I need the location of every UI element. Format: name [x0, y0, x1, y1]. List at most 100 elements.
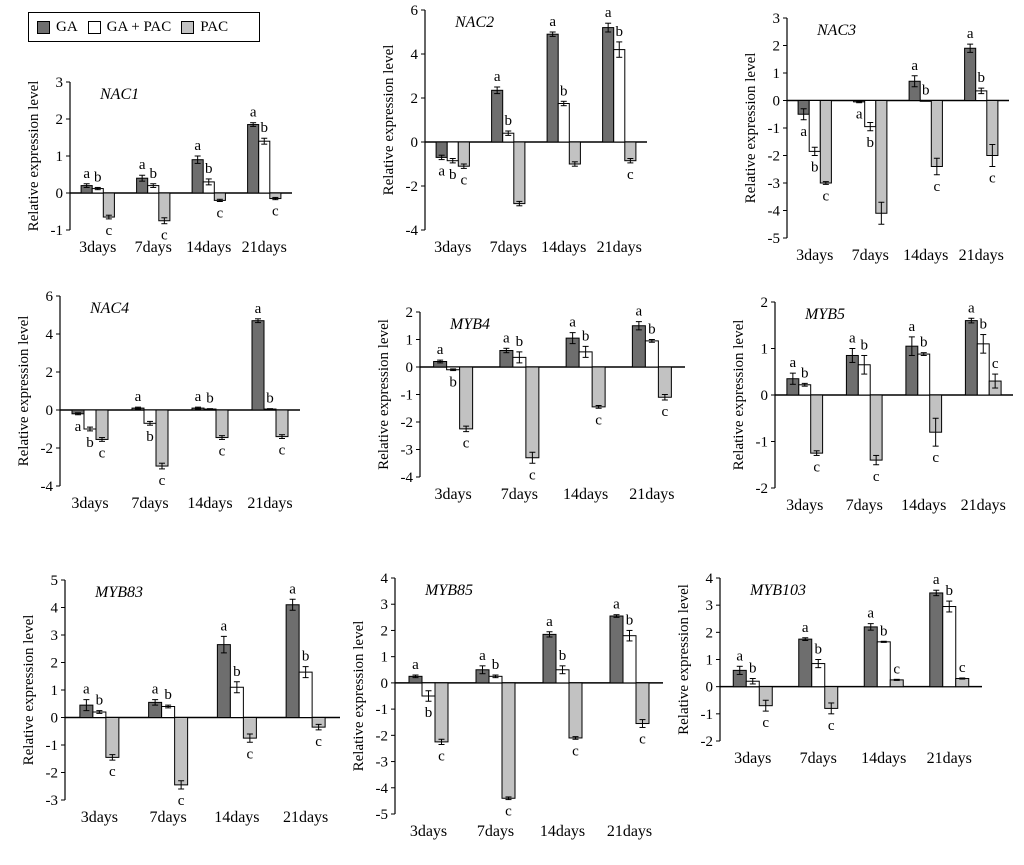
- significance-letter: c: [762, 715, 769, 731]
- significance-letter: c: [529, 467, 536, 483]
- y-tick-label: 2: [773, 39, 781, 55]
- significance-letter: a: [933, 572, 940, 588]
- significance-letter: c: [828, 718, 835, 734]
- significance-letter: b: [146, 429, 154, 445]
- y-tick-label: 6: [46, 289, 54, 305]
- bar-pac-7days: [174, 717, 189, 786]
- significance-letter: a: [967, 26, 974, 42]
- bar-ga-14days: [542, 633, 557, 684]
- significance-letter: b: [978, 70, 986, 86]
- bar-ga-pac-3days: [446, 141, 459, 162]
- bar-ga-pac-14days: [557, 103, 570, 143]
- bar-ga-21days: [247, 124, 260, 194]
- significance-letter: b: [449, 167, 457, 183]
- y-tick-label: 3: [706, 598, 714, 614]
- significance-letter: b: [648, 322, 656, 338]
- x-tick-label: 7days: [149, 809, 186, 826]
- significance-letter: b: [582, 328, 590, 344]
- y-tick-label: -1: [401, 388, 414, 404]
- x-tick-label: 21days: [927, 750, 972, 767]
- significance-letter: c: [438, 749, 445, 765]
- y-tick-label: -4: [376, 781, 389, 797]
- y-tick-label: 2: [411, 91, 419, 107]
- significance-letter: b: [233, 664, 241, 680]
- y-tick-label: -3: [46, 793, 59, 809]
- y-tick-label: -2: [406, 179, 419, 195]
- x-tick-label: 21days: [283, 809, 328, 826]
- y-tick-label: -2: [401, 415, 414, 431]
- chart-myb4: -4 -3 -2 -1 0 1 2 Relative expression level MYB4…: [376, 304, 685, 503]
- x-tick-label: 21days: [597, 239, 642, 256]
- chart-title: MYB4: [449, 316, 490, 333]
- x-tick-label: 14days: [861, 750, 906, 767]
- legend-item-pac: PAC: [181, 19, 228, 36]
- significance-letter: b: [559, 648, 567, 664]
- y-axis-label: Relative expression level: [26, 81, 42, 232]
- significance-letter: c: [989, 171, 996, 187]
- significance-letter: a: [139, 157, 146, 173]
- bar-ga-21days: [251, 320, 265, 411]
- y-tick-label: 5: [51, 573, 59, 589]
- bar-pac-3days: [819, 100, 832, 184]
- x-tick-label: 7days: [501, 486, 538, 503]
- significance-letter: a: [437, 342, 444, 358]
- y-tick-label: -1: [701, 707, 714, 723]
- bar-pac-3days: [434, 682, 449, 743]
- bar-pac-21days: [657, 366, 672, 398]
- bar-pac-3days: [459, 366, 474, 430]
- significance-letter: c: [279, 443, 286, 459]
- significance-letter: c: [106, 223, 113, 239]
- significance-letter: c: [219, 443, 226, 459]
- y-tick-label: 0: [406, 360, 414, 376]
- y-tick-label: 0: [773, 94, 781, 110]
- significance-letter: a: [135, 389, 142, 405]
- significance-letter: a: [613, 597, 620, 613]
- legend-item-ga: GA: [37, 19, 78, 36]
- legend-label-ga: GA: [56, 18, 78, 35]
- significance-letter: a: [849, 331, 856, 347]
- bar-ga-21days: [609, 615, 624, 684]
- bar-ga-pac-3days: [83, 409, 97, 430]
- significance-letter: b: [616, 24, 624, 40]
- significance-letter: a: [479, 648, 486, 664]
- y-tick-label: 0: [46, 403, 54, 419]
- bar-ga-21days: [602, 27, 615, 143]
- significance-letter: c: [932, 450, 939, 466]
- y-tick-label: 2: [706, 625, 714, 641]
- x-tick-label: 7days: [477, 823, 514, 840]
- bar-ga-pac-21days: [942, 606, 957, 688]
- significance-letter: a: [968, 300, 975, 316]
- y-tick-label: 0: [761, 388, 769, 404]
- legend-label-pac: PAC: [200, 18, 229, 35]
- significance-letter: a: [503, 330, 510, 346]
- significance-letter: a: [494, 69, 501, 85]
- significance-letter: c: [217, 206, 224, 222]
- bar-ga-21days: [631, 325, 646, 368]
- x-tick-label: 7days: [800, 750, 837, 767]
- bar-pac-21days: [635, 682, 650, 725]
- y-tick-label: 1: [381, 650, 389, 666]
- x-tick-label: 3days: [786, 497, 823, 514]
- significance-letter: b: [266, 391, 274, 407]
- y-tick-label: -3: [401, 443, 414, 459]
- significance-letter: b: [206, 391, 214, 407]
- y-tick-label: 4: [706, 571, 714, 587]
- y-tick-label: -1: [46, 738, 59, 754]
- significance-letter: a: [412, 657, 419, 673]
- x-tick-label: 3days: [410, 823, 447, 840]
- significance-letter: b: [801, 365, 809, 381]
- chart-nac3: -5 -4 -3 -2 -1 0 1 2 3 Relative expression level N…: [743, 11, 1009, 264]
- y-axis-label: Relative expression level: [676, 584, 692, 735]
- significance-letter: c: [639, 731, 646, 747]
- y-tick-label: 2: [46, 365, 54, 381]
- significance-letter: c: [823, 188, 830, 204]
- y-tick-label: 0: [381, 676, 389, 692]
- y-tick-label: -4: [768, 204, 781, 220]
- significance-letter: a: [867, 606, 874, 622]
- legend-item-ga-pac: GA + PAC: [87, 19, 171, 36]
- significance-letter: c: [505, 804, 512, 820]
- significance-letter: b: [560, 83, 568, 99]
- significance-letter: c: [247, 746, 254, 762]
